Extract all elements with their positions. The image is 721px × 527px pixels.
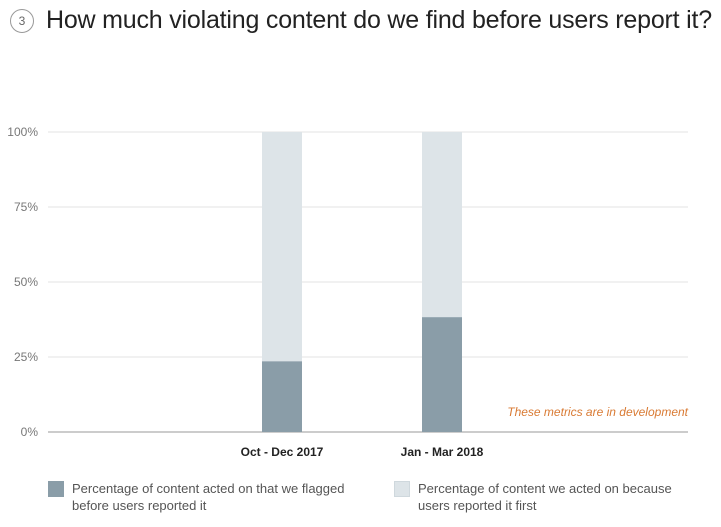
legend-swatch-flagged xyxy=(48,481,64,497)
x-axis-ticks: Oct - Dec 2017 Jan - Mar 2018 xyxy=(241,445,484,459)
development-note: These metrics are in development xyxy=(507,405,688,419)
gridlines xyxy=(48,131,688,433)
y-tick-label: 75% xyxy=(14,200,38,214)
x-tick-label: Jan - Mar 2018 xyxy=(401,445,484,459)
chart-header: 3 How much violating content do we find … xyxy=(10,6,712,35)
y-tick-label: 0% xyxy=(21,425,39,439)
x-tick-label: Oct - Dec 2017 xyxy=(241,445,324,459)
stacked-bar-chart: 0% 25% 50% 75% 100% Oct - Dec 2017 Jan - Mar … xyxy=(7,125,688,459)
bar-segment-flagged xyxy=(422,317,462,432)
y-tick-label: 50% xyxy=(14,275,38,289)
legend-label-flagged: Percentage of content acted on that we f… xyxy=(72,481,345,513)
legend-item-user-reported: Percentage of content we acted on becaus… xyxy=(394,480,698,514)
bar-segment-flagged xyxy=(262,361,302,432)
bars xyxy=(262,132,462,432)
legend-label-user-reported: Percentage of content we acted on becaus… xyxy=(418,481,672,513)
legend-swatch-user-reported xyxy=(394,481,410,497)
section-number-badge: 3 xyxy=(10,8,34,33)
y-axis-ticks: 0% 25% 50% 75% 100% xyxy=(7,125,38,439)
bar-segment-user-reported xyxy=(262,132,302,362)
chart-title: How much violating content do we find be… xyxy=(46,6,712,34)
y-tick-label: 25% xyxy=(14,350,38,364)
y-tick-label: 100% xyxy=(7,125,38,139)
legend-item-flagged: Percentage of content acted on that we f… xyxy=(48,480,352,514)
bar-segment-user-reported xyxy=(422,132,462,318)
